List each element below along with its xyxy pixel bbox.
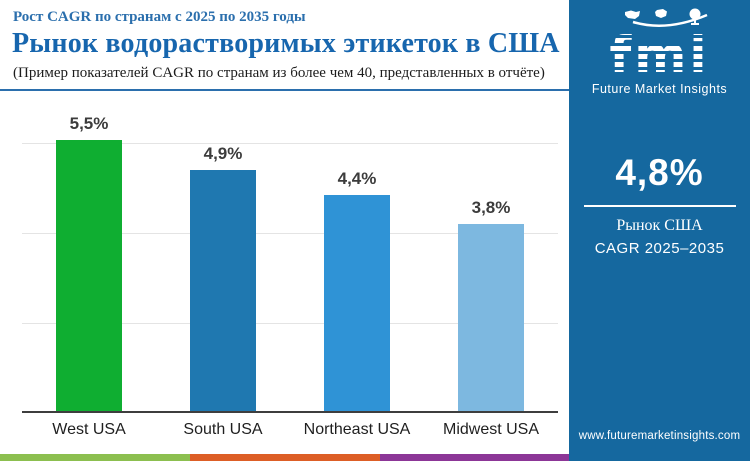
bar-value-label: 5,5% — [69, 114, 109, 133]
metric-divider — [583, 205, 736, 207]
bar-value-label: 3,8% — [471, 198, 511, 217]
bar — [56, 140, 122, 411]
fmi-wordmark: fmi — [609, 30, 710, 80]
gridline — [22, 143, 558, 144]
brand-sidebar: fmi Future Market Insights 4,8% Рынок СШ… — [569, 0, 750, 461]
page-title: Рынок водорастворимых этикеток в США — [12, 28, 560, 59]
x-axis-label: South USA — [183, 421, 263, 438]
x-axis-label: West USA — [52, 421, 126, 438]
swoosh-icon — [632, 13, 707, 27]
footer-strip-purple — [380, 454, 569, 461]
bar-value-label: 4,4% — [337, 169, 377, 188]
logo-icons-row — [595, 6, 725, 32]
website-link[interactable]: www.futuremarketinsights.com — [578, 430, 741, 442]
bar-value-label: 4,9% — [203, 144, 243, 163]
header-divider — [0, 89, 569, 91]
logo-subtext: Future Market Insights — [591, 82, 728, 96]
x-axis-line — [22, 411, 558, 413]
fmi-logo: fmi Future Market Insights — [569, 6, 750, 96]
footer-strip-green — [0, 454, 190, 461]
subtitle-text: (Пример показателей CAGR по странам из б… — [13, 65, 545, 81]
footer-strip-orange — [190, 454, 380, 461]
globe-stand-icon — [690, 19, 699, 25]
metric-label-market: Рынок США — [616, 217, 703, 234]
fmi-wordmark-stripes — [609, 30, 710, 80]
bar — [458, 224, 524, 411]
europe-map-icon — [654, 9, 667, 18]
gridline — [22, 323, 558, 324]
metric-label-period: CAGR 2025–2035 — [594, 240, 725, 257]
kicker-text: Рост CAGR по странам с 2025 по 2035 годы — [13, 9, 306, 25]
globe-icon — [689, 8, 700, 20]
highlight-metric: 4,8% Рынок США CAGR 2025–2035 — [569, 152, 750, 257]
usa-map-icon — [624, 10, 640, 19]
bar — [190, 170, 256, 411]
x-axis-label: Northeast USA — [303, 421, 411, 438]
gridline — [22, 233, 558, 234]
x-axis-label: Midwest USA — [442, 421, 540, 438]
logo-swoosh-and-icons — [624, 8, 707, 27]
bar — [324, 195, 390, 411]
metric-value: 4,8% — [615, 152, 704, 193]
